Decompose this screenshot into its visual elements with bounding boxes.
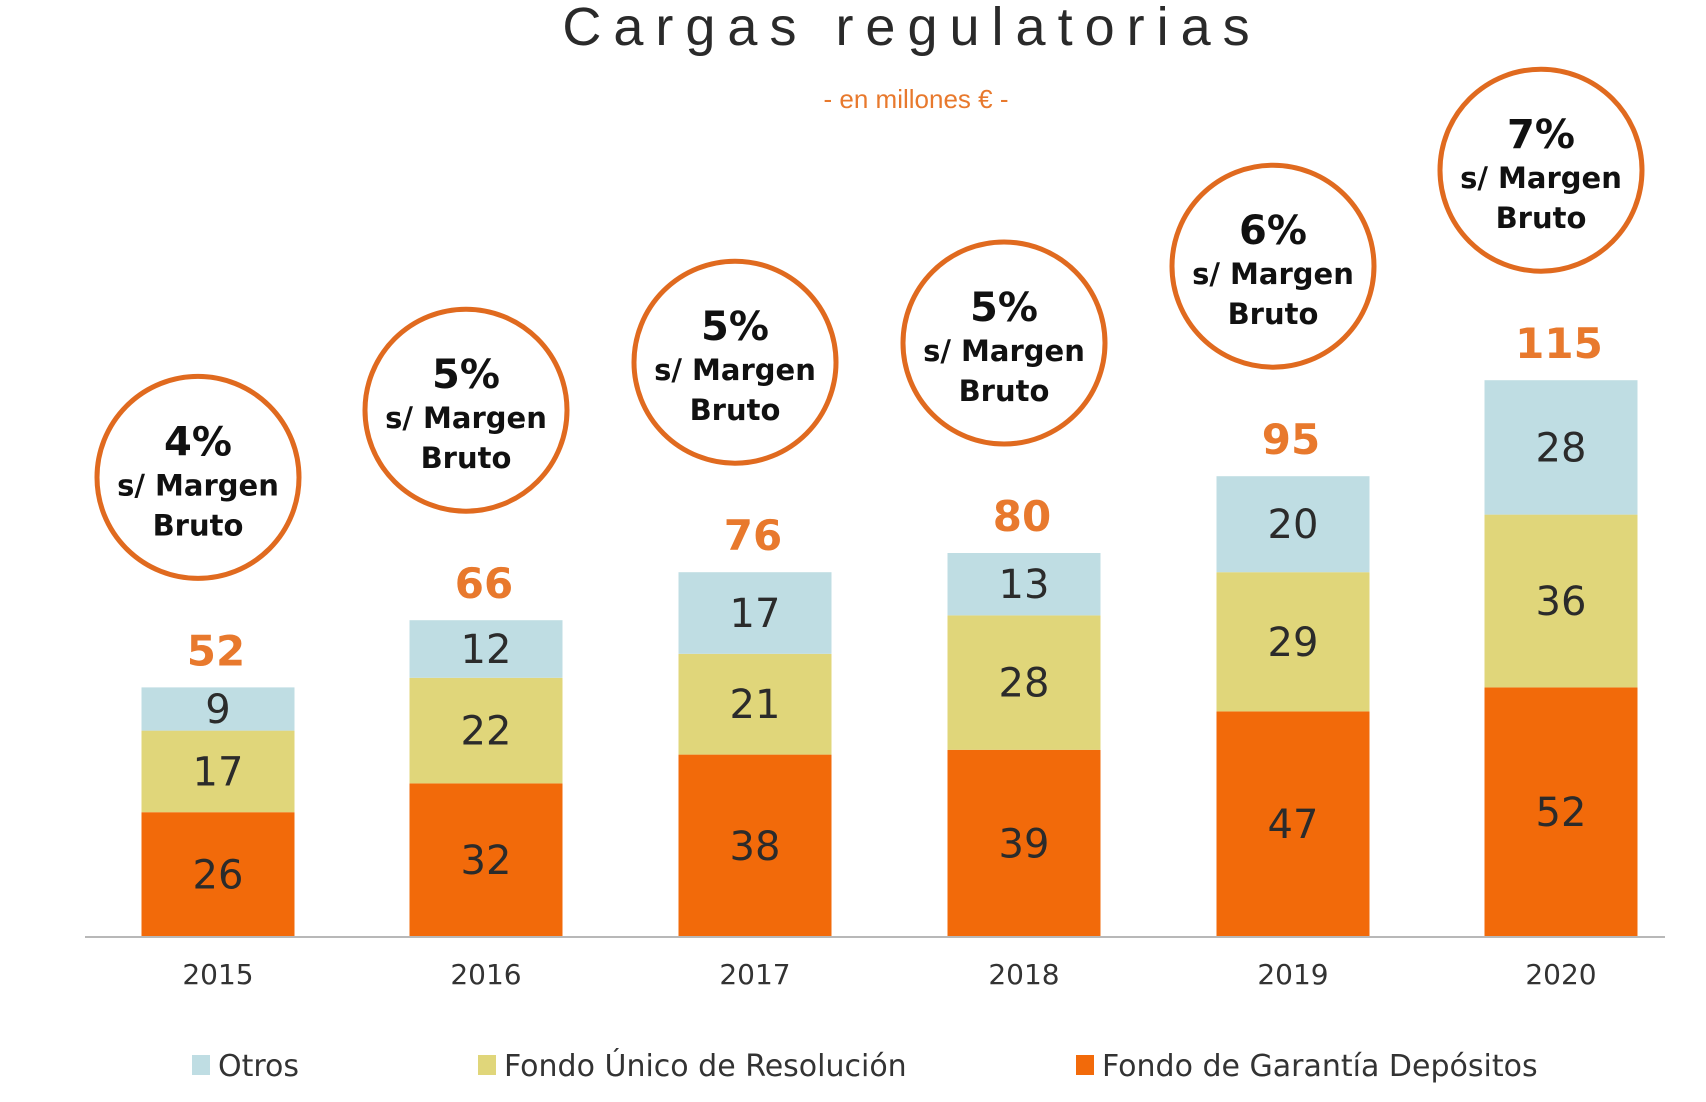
annotation-line1: s/ Margen: [1192, 257, 1354, 291]
bar-segment-2020-0: [1484, 687, 1638, 937]
total-label-2018: 80: [993, 492, 1051, 541]
annotation-circle: [631, 258, 839, 466]
segment-label: 17: [730, 591, 781, 637]
annotation-line1: s/ Margen: [1460, 161, 1622, 195]
legend-swatch: [1076, 1055, 1094, 1075]
segment-label: 20: [1268, 502, 1319, 548]
annotation-pct: 5%: [701, 304, 769, 350]
bar-segment-2015-1: [141, 730, 295, 813]
bar-segment-2015-0: [141, 812, 295, 937]
total-label-2017: 76: [724, 511, 782, 560]
annotation-circle: [1437, 66, 1645, 274]
bar-segment-2020-1: [1484, 514, 1638, 688]
segment-label: 22: [461, 709, 512, 755]
segment-label: 28: [999, 661, 1050, 707]
segment-label: 21: [730, 682, 781, 728]
legend-label: Fondo de Garantía Depósitos: [1102, 1049, 1538, 1084]
chart-title: Cargas regulatorias: [562, 0, 1261, 57]
x-tick-label: 2020: [1525, 958, 1596, 991]
annotation-line1: s/ Margen: [385, 401, 547, 435]
bar-segment-2017-0: [678, 754, 832, 937]
segment-label: 13: [999, 562, 1050, 608]
segment-label: 9: [205, 687, 230, 733]
total-label-2016: 66: [455, 559, 513, 608]
x-tick-label: 2015: [182, 958, 253, 991]
segment-label: 36: [1536, 579, 1587, 625]
annotation-pct: 5%: [432, 352, 500, 398]
annotation-line1: s/ Margen: [654, 353, 816, 387]
legend-swatch: [478, 1055, 496, 1075]
x-tick-label: 2018: [988, 958, 1059, 991]
segment-label: 52: [1536, 790, 1587, 836]
bar-segment-2019-2: [1216, 476, 1370, 573]
annotation-pct: 5%: [970, 285, 1038, 331]
annotation-pct: 7%: [1507, 112, 1575, 158]
bar-segment-2015-2: [141, 687, 295, 731]
segment-label: 17: [193, 749, 244, 795]
bar-segment-2018-0: [947, 749, 1101, 937]
bar-segment-2019-1: [1216, 572, 1370, 712]
x-tick-label: 2016: [450, 958, 521, 991]
legend-label: Otros: [218, 1049, 299, 1084]
annotation-line2: Bruto: [1496, 201, 1587, 235]
bar-segment-2018-2: [947, 553, 1101, 616]
annotation-line2: Bruto: [1228, 297, 1319, 331]
legend-label: Fondo Único de Resolución: [504, 1047, 907, 1084]
bar-segment-2018-1: [947, 615, 1101, 750]
annotation-line1: s/ Margen: [117, 468, 279, 502]
annotation-pct: 4%: [164, 419, 232, 465]
segment-label: 29: [1268, 620, 1319, 666]
legend: Otros Fondo Único de Resolución Fondo de G…: [192, 1047, 1538, 1084]
segment-label: 28: [1536, 425, 1587, 471]
annotation-circle: [1169, 162, 1377, 370]
segment-label: 12: [461, 627, 512, 673]
legend-swatch: [192, 1055, 210, 1075]
annotation-pct: 6%: [1239, 208, 1307, 254]
x-tick-label: 2017: [719, 958, 790, 991]
annotation-line1: s/ Margen: [923, 334, 1085, 368]
bar-segment-2017-1: [678, 653, 832, 755]
annotation-line2: Bruto: [959, 374, 1050, 408]
total-label-2020: 115: [1515, 319, 1603, 368]
segment-label: 38: [730, 824, 781, 870]
bar-segment-2016-1: [409, 677, 563, 784]
annotation-circle: [362, 306, 570, 514]
segment-label: 26: [193, 853, 244, 899]
annotation-circle: [94, 373, 302, 581]
annotation-line2: Bruto: [421, 441, 512, 475]
annotation-line2: Bruto: [690, 393, 781, 427]
bar-segment-2019-0: [1216, 711, 1370, 937]
segment-label: 39: [999, 821, 1050, 867]
bar-segment-2016-0: [409, 783, 563, 937]
segment-label: 32: [461, 838, 512, 884]
bar-segment-2017-2: [678, 572, 832, 654]
annotation-circle: [900, 239, 1108, 447]
annotation-line2: Bruto: [153, 508, 244, 542]
chart-subtitle: - en millones € -: [824, 84, 1009, 114]
x-tick-label: 2019: [1257, 958, 1328, 991]
bar-segment-2016-2: [409, 620, 563, 678]
total-label-2019: 95: [1262, 415, 1320, 464]
bar-segment-2020-2: [1484, 380, 1638, 515]
total-label-2015: 52: [187, 626, 245, 675]
segment-label: 47: [1268, 802, 1319, 848]
